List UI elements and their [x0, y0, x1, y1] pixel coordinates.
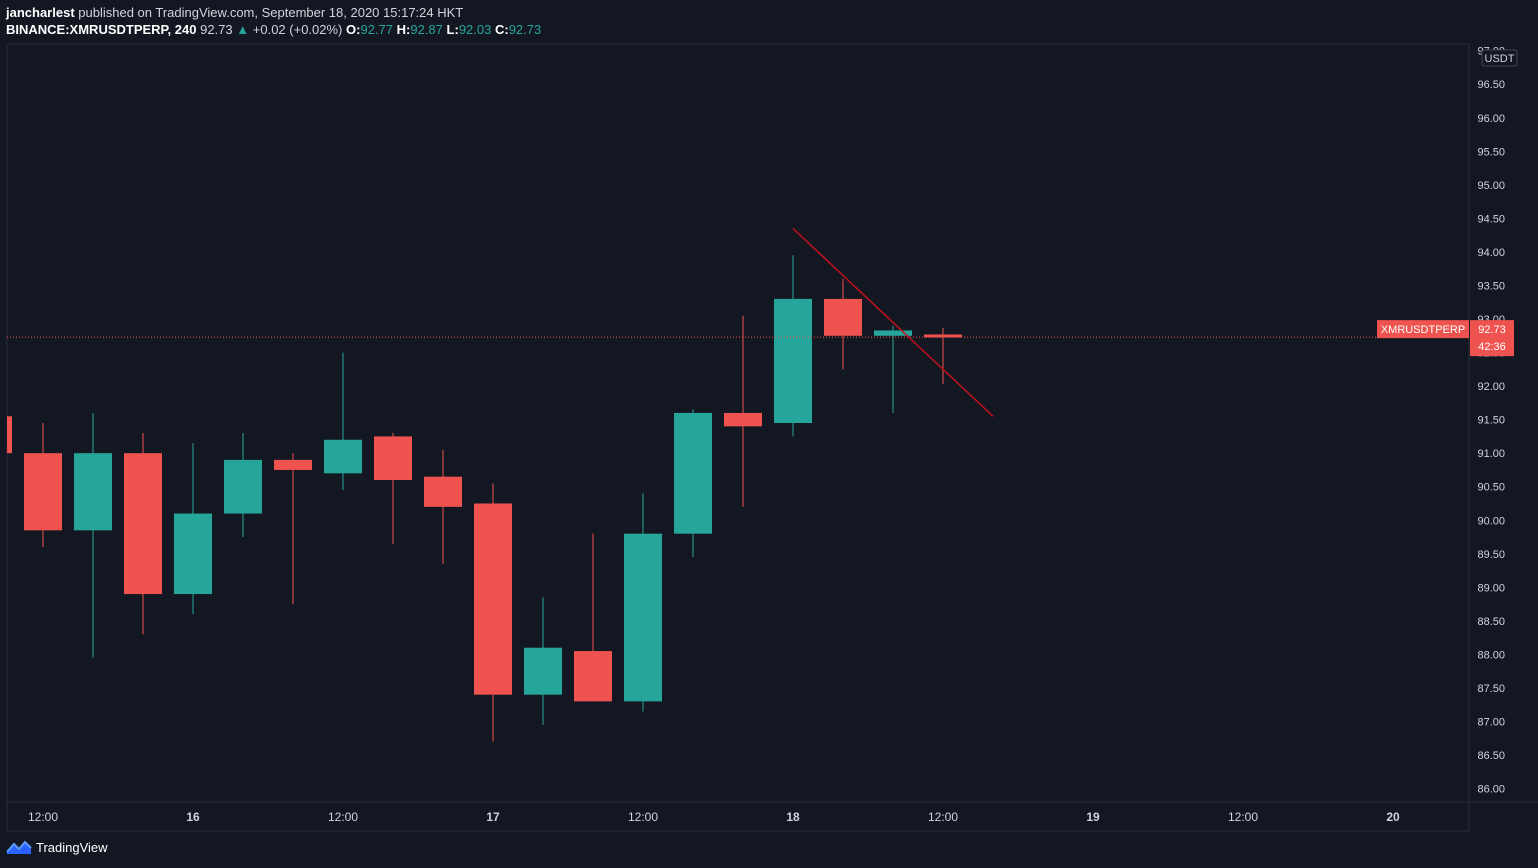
tradingview-brand[interactable]: TradingView — [6, 839, 108, 855]
price-tick-label: 95.50 — [1477, 146, 1505, 158]
price-tick-label: 90.50 — [1477, 482, 1505, 494]
price-tick-label: 91.00 — [1477, 448, 1505, 460]
price-tick-label: 86.00 — [1477, 784, 1505, 796]
currency-badge-box — [1481, 49, 1518, 67]
currency-label: USDT — [1485, 53, 1515, 65]
price-tick-label: 94.50 — [1477, 213, 1505, 225]
time-tick-label: 16 — [186, 810, 200, 824]
candle-body — [624, 533, 662, 702]
candle-body — [24, 453, 62, 531]
low-label: L: — [446, 22, 459, 37]
low-value: 92.03 — [458, 22, 492, 37]
price-tick-label: 86.50 — [1477, 750, 1505, 762]
time-tick-label: 17 — [486, 810, 500, 824]
price-change: +0.02 (+0.02%) — [252, 22, 343, 37]
symbol-label[interactable]: BINANCE:XMRUSDTPERP, 240 — [6, 22, 197, 37]
bar-countdown: 42:36 — [1478, 341, 1506, 353]
candle-body — [724, 412, 762, 427]
candle-body — [274, 459, 312, 470]
price-tick-label: 87.50 — [1477, 683, 1505, 695]
candle-body — [174, 513, 212, 595]
close-value: 92.73 — [508, 22, 542, 37]
time-tick-label: 12:00 — [28, 810, 58, 824]
last-price-tag — [1470, 320, 1514, 357]
price-tick-label: 90.00 — [1477, 515, 1505, 527]
price-tick-label: 89.50 — [1477, 549, 1505, 561]
candle-body — [124, 453, 162, 595]
price-tick-label: 95.00 — [1477, 180, 1505, 192]
time-tick-label: 12:00 — [928, 810, 958, 824]
candle-body — [924, 334, 962, 338]
candle-body — [374, 436, 412, 481]
chart-frame — [6, 43, 1470, 832]
change-up-icon: ▲ — [236, 22, 250, 37]
price-tick-label: 92.00 — [1477, 381, 1505, 393]
price-tick-label: 93.50 — [1477, 280, 1505, 292]
symbol-tag-label: XMRUSDTPERP — [1381, 324, 1465, 336]
price-tick-label: 94.00 — [1477, 247, 1505, 259]
high-value: 92.87 — [410, 22, 443, 37]
publish-info: published on TradingView.com, September … — [78, 5, 464, 20]
time-tick-label: 12:00 — [328, 810, 358, 824]
symbol-price-tag — [1377, 320, 1469, 339]
price-tick-label: 88.00 — [1477, 649, 1505, 661]
candle-body — [824, 298, 862, 336]
author-name[interactable]: jancharlest — [6, 5, 75, 20]
brand-label: TradingView — [36, 839, 108, 855]
last-price-value: 92.73 — [1478, 324, 1506, 336]
candle-body — [874, 330, 912, 336]
candle-body — [324, 439, 362, 474]
ohlc-legend: BINANCE:XMRUSDTPERP, 240 92.73 ▲ +0.02 (… — [6, 21, 541, 38]
candle-body — [474, 503, 512, 695]
time-tick-label: 12:00 — [628, 810, 658, 824]
candle-body — [674, 412, 712, 534]
price-tick-label: 91.50 — [1477, 415, 1505, 427]
candle-body — [424, 476, 462, 507]
price-tick-label: 87.00 — [1477, 717, 1505, 729]
publish-line: jancharlest published on TradingView.com… — [6, 4, 541, 21]
tradingview-logo-icon — [6, 840, 32, 854]
high-label: H: — [396, 22, 411, 37]
open-value: 92.77 — [360, 22, 394, 37]
candle-body — [774, 298, 812, 423]
price-tick-label: 96.00 — [1477, 113, 1505, 125]
time-tick-label: 12:00 — [1228, 810, 1258, 824]
plot-area — [7, 227, 1469, 742]
candle-body — [524, 647, 562, 695]
time-tick-label: 20 — [1386, 810, 1400, 824]
price-tick-label: 88.50 — [1477, 616, 1505, 628]
candle-body — [74, 453, 112, 531]
trend-line — [792, 227, 994, 417]
open-label: O: — [346, 22, 361, 37]
chart-header: jancharlest published on TradingView.com… — [6, 4, 541, 38]
price-tick-label: 89.00 — [1477, 582, 1505, 594]
currency-badge: USDT — [1481, 49, 1518, 67]
candle-body — [224, 459, 262, 514]
time-tick-label: 19 — [1086, 810, 1100, 824]
time-tick-label: 18 — [786, 810, 800, 824]
close-label: C: — [494, 22, 509, 37]
price-tick-label: 96.50 — [1477, 79, 1505, 91]
candle-body — [574, 651, 612, 702]
last-price: 92.73 — [200, 22, 233, 37]
candle-body — [7, 416, 12, 454]
